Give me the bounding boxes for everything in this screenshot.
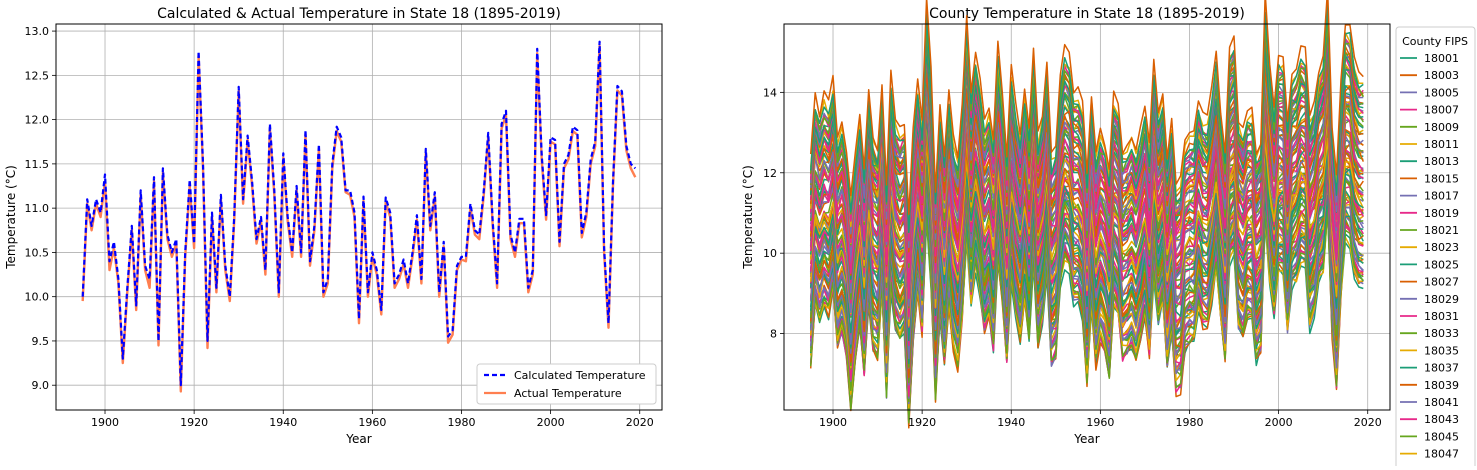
x-axis-label: Year bbox=[1073, 432, 1099, 446]
y-tick-label: 10 bbox=[763, 247, 777, 260]
x-tick-label: 1960 bbox=[1086, 416, 1114, 429]
legend-entry-label: 18033 bbox=[1424, 327, 1459, 340]
county-series-line bbox=[809, 208, 1364, 403]
plot-frame bbox=[55, 23, 663, 411]
legend-entry-label: 18005 bbox=[1424, 86, 1459, 99]
legend-entry-label: 18009 bbox=[1424, 121, 1459, 134]
y-tick-label: 11.5 bbox=[25, 158, 50, 171]
legend-label-calculated: Calculated Temperature bbox=[514, 369, 646, 382]
legend-entry-label: 18047 bbox=[1424, 448, 1459, 461]
y-axis-label: Temperature (°C) bbox=[4, 165, 18, 270]
x-tick-label: 2000 bbox=[537, 416, 565, 429]
legend-entry-label: 18031 bbox=[1424, 310, 1459, 323]
x-tick-label: 2000 bbox=[1265, 416, 1293, 429]
y-axis-label: Temperature (°C) bbox=[741, 165, 755, 270]
legend-entry-label: 18007 bbox=[1424, 104, 1459, 117]
legend-entry-label: 18017 bbox=[1424, 190, 1459, 203]
legend-entry-label: 18021 bbox=[1424, 224, 1459, 237]
series-actual-line bbox=[81, 44, 637, 393]
legend-title: County FIPS bbox=[1402, 35, 1468, 48]
legend-entry-label: 18037 bbox=[1424, 362, 1459, 375]
x-tick-label: 1920 bbox=[180, 416, 208, 429]
y-tick-label: 8 bbox=[770, 328, 777, 341]
x-tick-label: 1900 bbox=[91, 416, 119, 429]
county-series-line bbox=[809, 3, 1364, 234]
legend-entry-label: 18001 bbox=[1424, 52, 1459, 65]
county-series-line bbox=[809, 86, 1364, 300]
legend-entry-label: 18035 bbox=[1424, 344, 1459, 357]
legend-entry-label: 18041 bbox=[1424, 396, 1459, 409]
y-tick-label: 9.5 bbox=[32, 335, 50, 348]
legend-entry-label: 18015 bbox=[1424, 172, 1459, 185]
x-axis-ticks: 1900 1920 1940 1960 1980 2000 2020 bbox=[819, 410, 1382, 429]
x-axis-ticks: 1900 1920 1940 1960 1980 2000 2020 bbox=[91, 410, 654, 429]
x-tick-label: 1960 bbox=[358, 416, 386, 429]
x-tick-label: 1980 bbox=[447, 416, 475, 429]
legend-entry-label: 18023 bbox=[1424, 241, 1459, 254]
county-series-line bbox=[809, 18, 1364, 233]
legend-box bbox=[476, 363, 657, 405]
legend-label-actual: Actual Temperature bbox=[514, 387, 622, 400]
chart-title: Calculated & Actual Temperature in State… bbox=[157, 6, 561, 22]
legend-entry-label: 18045 bbox=[1424, 430, 1459, 443]
y-tick-label: 13.0 bbox=[25, 25, 50, 38]
plot-frame bbox=[783, 23, 1391, 411]
legend-entry-label: 18025 bbox=[1424, 258, 1459, 271]
plot-lines bbox=[81, 40, 637, 393]
legend: Calculated Temperature Actual Temperatur… bbox=[476, 363, 657, 405]
legend-entry-label: 18039 bbox=[1424, 379, 1459, 392]
y-tick-label: 9.0 bbox=[32, 379, 50, 392]
y-tick-label: 10.5 bbox=[25, 246, 50, 259]
county-series-line bbox=[809, 72, 1364, 264]
y-axis-ticks: 9.0 9.5 10.0 10.5 11.0 11.5 12.0 12.5 13.0 bbox=[25, 25, 56, 392]
y-tick-label: 12 bbox=[763, 167, 777, 180]
county-temperature-chart: County Temperature in State 18 (1895-201… bbox=[741, 0, 1476, 470]
legend-entry-label: 18003 bbox=[1424, 69, 1459, 82]
legend-entry-label: 18029 bbox=[1424, 293, 1459, 306]
y-tick-label: 12.0 bbox=[25, 114, 50, 127]
grid bbox=[56, 24, 662, 410]
calculated-actual-chart: Calculated & Actual Temperature in State… bbox=[4, 6, 663, 446]
legend-entry-label: 18027 bbox=[1424, 276, 1459, 289]
plot-lines bbox=[809, 0, 1364, 429]
county-series-line bbox=[809, 127, 1364, 327]
county-series-line bbox=[809, 0, 1364, 216]
x-tick-label: 1940 bbox=[269, 416, 297, 429]
x-axis-label: Year bbox=[345, 432, 371, 446]
y-tick-label: 14 bbox=[763, 86, 777, 99]
legend-entry-label: 18043 bbox=[1424, 413, 1459, 426]
y-tick-label: 10.0 bbox=[25, 291, 50, 304]
legend-entry-label: 18011 bbox=[1424, 138, 1459, 151]
y-axis-ticks: 8 10 12 14 bbox=[763, 86, 784, 341]
y-tick-label: 11.0 bbox=[25, 202, 50, 215]
x-tick-label: 1920 bbox=[908, 416, 936, 429]
legend: County FIPS 1800118003180051800718009180… bbox=[1395, 26, 1476, 470]
x-tick-label: 2020 bbox=[626, 416, 654, 429]
x-tick-label: 1900 bbox=[819, 416, 847, 429]
x-tick-label: 1940 bbox=[997, 416, 1025, 429]
y-tick-label: 12.5 bbox=[25, 69, 50, 82]
series-calculated-line bbox=[81, 40, 637, 387]
legend-items: 18001 18003 18005 18007 18009 18011 18013 18015… bbox=[1400, 52, 1459, 461]
x-tick-label: 2020 bbox=[1354, 416, 1382, 429]
county-series-line bbox=[809, 136, 1364, 302]
chart-title: County Temperature in State 18 (1895-201… bbox=[929, 6, 1245, 22]
legend-entry-label: 18013 bbox=[1424, 155, 1459, 168]
x-tick-label: 1980 bbox=[1175, 416, 1203, 429]
legend-entry-label: 18019 bbox=[1424, 207, 1459, 220]
legend-box bbox=[1395, 26, 1476, 470]
